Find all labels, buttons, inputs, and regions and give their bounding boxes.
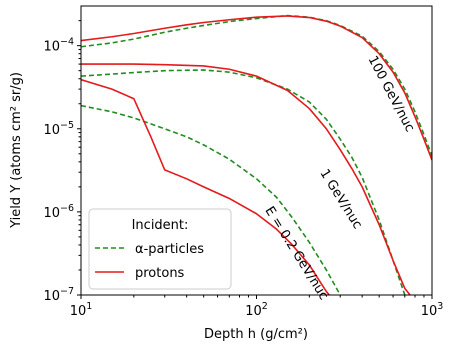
y-tick-label: 10−5	[43, 120, 74, 138]
tick-layer: 101 102 103 10−7 10−6 10−5 10−4	[43, 20, 444, 319]
legend-box	[88, 208, 232, 290]
legend: Incident: α-particles protons	[88, 208, 232, 290]
x-tick-label: 102	[245, 301, 268, 319]
series-line-alpha-0.2gev	[81, 104, 341, 295]
x-tick-label: 101	[70, 301, 93, 319]
legend-label-alpha: α-particles	[135, 242, 204, 257]
legend-label-proton: protons	[135, 266, 185, 281]
y-axis-label: Yield Y (atoms cm² sr/g)	[9, 72, 24, 229]
y-tick-label: 10−7	[43, 286, 74, 304]
y-tick-label: 10−4	[43, 37, 74, 55]
y-tick-label: 10−6	[43, 203, 74, 221]
series-line-proton-100gev	[81, 15, 432, 161]
x-axis-label: Depth h (g/cm²)	[204, 327, 308, 342]
series-line-proton-1gev	[81, 63, 411, 295]
series-line-alpha-100gev	[81, 14, 432, 157]
series-layer	[81, 14, 432, 295]
series-line-proton-0.2gev	[81, 78, 330, 295]
legend-title: Incident:	[132, 218, 189, 233]
series-line-alpha-1gev	[81, 69, 406, 295]
x-tick-label: 103	[421, 301, 444, 319]
